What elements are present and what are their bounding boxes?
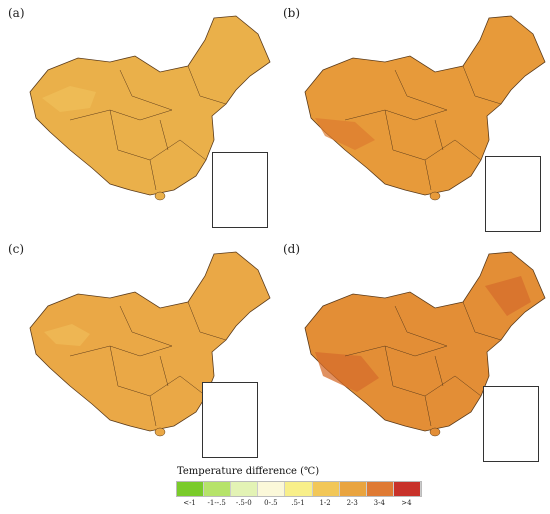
legend-labels: <-1 -1--.5 -.5-0 0-.5 .5-1 1-2 2-3 3-4 >…: [176, 499, 420, 507]
south-china-sea-inset-d: [483, 386, 539, 462]
legend-swatch: [204, 482, 232, 496]
legend-title: Temperature difference (℃): [177, 466, 320, 477]
south-china-sea-inset-a: [212, 152, 268, 228]
map-panel-a: (a): [0, 0, 275, 230]
panel-label-c: (c): [8, 242, 25, 256]
panel-label-a: (a): [8, 6, 25, 20]
legend-label: 0-.5: [264, 499, 278, 507]
south-china-sea-inset-b: [485, 156, 541, 232]
legend-swatch: [258, 482, 286, 496]
legend-label: -.5-0: [235, 499, 252, 507]
south-china-sea-inset-c: [202, 382, 258, 458]
china-map-b: [304, 15, 546, 201]
legend-label: .5-1: [291, 499, 305, 507]
map-panel-d: (d): [275, 236, 550, 466]
china-map-a: [29, 15, 271, 201]
legend-swatch: [339, 482, 367, 496]
map-panel-c: (c): [0, 236, 275, 466]
legend-label: >4: [401, 499, 412, 507]
legend-swatch: [312, 482, 340, 496]
legend-label: 2-3: [346, 499, 358, 507]
legend-swatch: [231, 482, 259, 496]
map-panel-b: (b): [275, 0, 550, 232]
legend-label: -1--.5: [207, 499, 226, 507]
china-map-d: [304, 251, 546, 437]
legend-label: 3-4: [373, 499, 385, 507]
china-map-c: [29, 251, 271, 437]
legend-label: 1-2: [319, 499, 331, 507]
legend-color-bar: [176, 481, 422, 497]
legend-swatch: [285, 482, 313, 496]
panel-label-d: (d): [283, 242, 301, 256]
legend-label: <-1: [183, 499, 196, 507]
legend-swatch: [393, 482, 421, 496]
panel-label-b: (b): [283, 6, 301, 20]
legend-swatch: [177, 482, 205, 496]
legend-swatch: [366, 482, 394, 496]
